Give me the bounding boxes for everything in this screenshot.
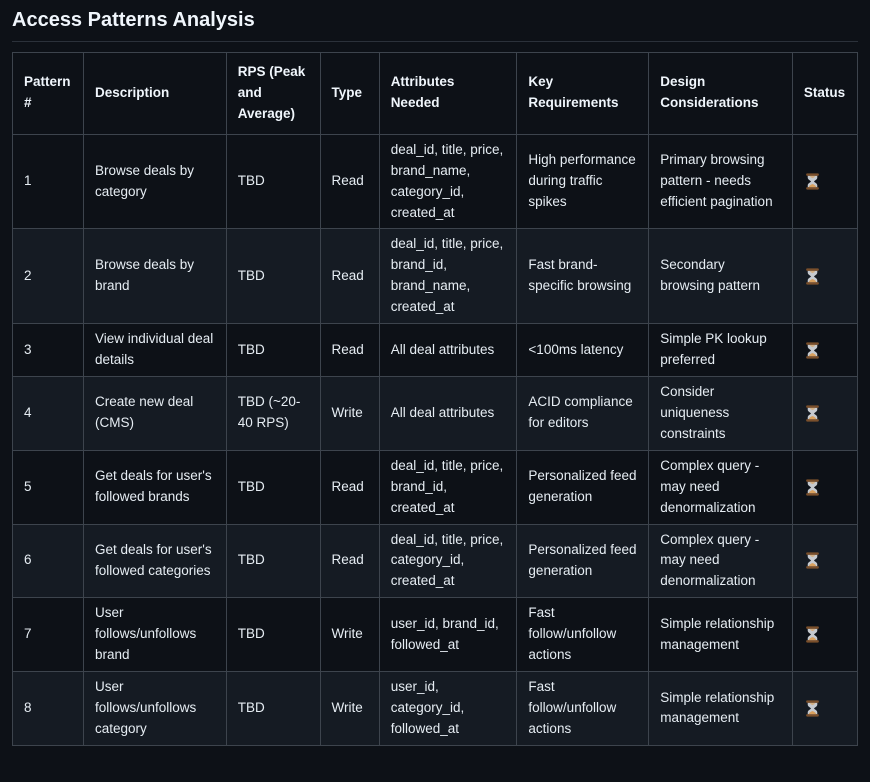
cell-attributes: deal_id, title, price, brand_id, created… [378,449,518,525]
cell-requirements: Personalized feed generation [516,449,650,525]
column-header-considerations: Design Considerations [648,52,793,135]
table-row: 2 Browse deals by brand TBD Read deal_id… [12,228,859,325]
cell-type: Write [319,597,380,673]
cell-rps: TBD [225,523,321,599]
cell-requirements: Fast follow/unfollow actions [516,597,650,673]
hourglass-icon [804,479,821,496]
cell-considerations: Simple relationship management [648,671,793,746]
cell-type: Write [319,671,380,746]
cell-requirements: Fast follow/unfollow actions [516,671,650,746]
cell-rps: TBD [225,323,321,377]
cell-rps: TBD (~20-40 RPS) [225,375,321,451]
cell-attributes: deal_id, title, price, brand_id, brand_n… [378,228,518,325]
hourglass-icon [804,268,821,285]
column-header-pattern: Pattern # [12,52,84,135]
cell-pattern: 8 [12,671,84,746]
cell-pattern: 1 [12,133,84,230]
cell-description: Get deals for user's followed brands [82,449,227,525]
cell-attributes: deal_id, title, price, brand_name, categ… [378,133,518,230]
hourglass-icon [804,341,821,359]
column-header-status: Status [791,52,859,135]
cell-description: View individual deal details [82,323,227,377]
cell-rps: TBD [225,671,321,746]
cell-attributes: deal_id, title, price, category_id, crea… [378,523,518,599]
cell-requirements: High performance during traffic spikes [516,133,650,230]
cell-status [791,597,859,673]
table-row: 7 User follows/unfollows brand TBD Write… [12,597,859,673]
hourglass-icon [804,405,821,422]
cell-description: Browse deals by brand [82,228,227,325]
cell-requirements: ACID compliance for editors [516,375,650,451]
cell-attributes: user_id, category_id, followed_at [378,671,518,746]
table-row: 5 Get deals for user's followed brands T… [12,449,859,525]
cell-pattern: 5 [12,449,84,525]
table-row: 3 View individual deal details TBD Read … [12,323,859,377]
cell-status [791,323,859,377]
hourglass-icon [804,173,821,190]
cell-type: Read [319,323,380,377]
cell-status [791,449,859,525]
cell-rps: TBD [225,449,321,525]
cell-rps: TBD [225,597,321,673]
cell-status [791,523,859,599]
cell-rps: TBD [225,133,321,230]
table-header-row: Pattern # Description RPS (Peak and Aver… [12,52,859,135]
cell-pattern: 6 [12,523,84,599]
page-title: Access Patterns Analysis [12,6,858,42]
column-header-description: Description [82,52,227,135]
column-header-requirements: Key Requirements [516,52,650,135]
cell-type: Read [319,449,380,525]
table-row: 6 Get deals for user's followed categori… [12,523,859,599]
hourglass-icon [804,552,821,569]
hourglass-icon [804,700,821,717]
cell-considerations: Simple PK lookup preferred [648,323,793,377]
cell-requirements: Personalized feed generation [516,523,650,599]
cell-description: Browse deals by category [82,133,227,230]
cell-rps: TBD [225,228,321,325]
cell-status [791,228,859,325]
cell-considerations: Simple relationship management [648,597,793,673]
cell-status [791,133,859,230]
table-row: 8 User follows/unfollows category TBD Wr… [12,671,859,746]
cell-attributes: user_id, brand_id, followed_at [378,597,518,673]
cell-considerations: Complex query - may need denormalization [648,523,793,599]
cell-type: Write [319,375,380,451]
cell-type: Read [319,228,380,325]
cell-pattern: 4 [12,375,84,451]
cell-considerations: Consider uniqueness constraints [648,375,793,451]
cell-considerations: Secondary browsing pattern [648,228,793,325]
cell-pattern: 7 [12,597,84,673]
cell-requirements: Fast brand-specific browsing [516,228,650,325]
cell-description: Get deals for user's followed categories [82,523,227,599]
column-header-attributes: Attributes Needed [378,52,518,135]
cell-considerations: Primary browsing pattern - needs efficie… [648,133,793,230]
cell-attributes: All deal attributes [378,323,518,377]
cell-description: User follows/unfollows category [82,671,227,746]
cell-pattern: 2 [12,228,84,325]
access-patterns-table: Pattern # Description RPS (Peak and Aver… [12,52,859,746]
table-row: 1 Browse deals by category TBD Read deal… [12,133,859,230]
cell-status [791,375,859,451]
cell-description: User follows/unfollows brand [82,597,227,673]
cell-pattern: 3 [12,323,84,377]
cell-type: Read [319,133,380,230]
cell-attributes: All deal attributes [378,375,518,451]
table-row: 4 Create new deal (CMS) TBD (~20-40 RPS)… [12,375,859,451]
column-header-rps: RPS (Peak and Average) [225,52,321,135]
cell-status [791,671,859,746]
hourglass-icon [804,626,821,643]
cell-requirements: <100ms latency [516,323,650,377]
column-header-type: Type [319,52,380,135]
cell-type: Read [319,523,380,599]
cell-considerations: Complex query - may need denormalization [648,449,793,525]
cell-description: Create new deal (CMS) [82,375,227,451]
